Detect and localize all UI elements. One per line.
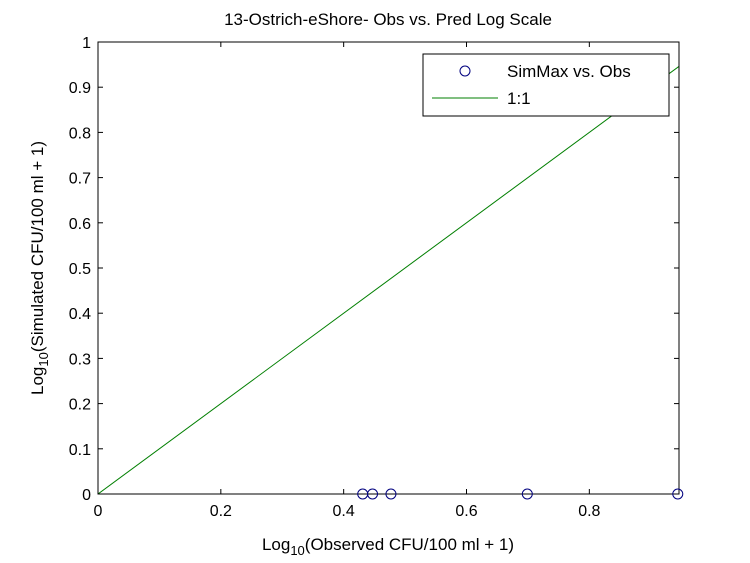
x-tick-label: 0.8 [578,503,600,520]
y-tick-label: 0.8 [69,125,91,142]
x-tick-label: 0.4 [333,503,355,520]
y-axis-label-prefix: Log [28,367,47,395]
x-tick-label: 0 [94,503,103,520]
x-axis-label: Log10(Observed CFU/100 ml + 1) [262,535,514,558]
data-point [367,488,379,500]
legend-box [422,53,670,117]
legend-label-1to1: 1:1 [507,89,531,108]
y-axis-label-subscript: 10 [36,352,51,366]
x-tick-label: 0.6 [455,503,477,520]
y-tick-label: 0 [82,487,91,504]
plot-frame [97,41,680,495]
y-tick-label: 0.6 [69,216,91,233]
y-tick-label: 1 [82,35,91,52]
series-layer [98,65,679,494]
legend: SimMax vs. Obs 1:1 [422,53,670,117]
legend-label-simmax: SimMax vs. Obs [507,62,631,81]
x-tick-label: 0.2 [210,503,232,520]
x-axis-label-subscript: 10 [290,543,304,558]
data-point [521,488,533,500]
y-tick-label: 0.7 [69,171,91,188]
y-tick-label: 0.9 [69,80,91,97]
y-axis-label-rest: (Simulated CFU/100 ml + 1) [28,141,47,352]
y-axis-label: Log10(Simulated CFU/100 ml + 1) [28,141,51,395]
legend-marker-simmax [459,65,471,77]
data-point [672,488,684,500]
x-axis-label-prefix: Log [262,535,290,554]
marker-layer [357,488,684,500]
y-tick-label: 0.4 [69,306,91,323]
y-tick-label: 0.5 [69,261,91,278]
x-axis-label-rest: (Observed CFU/100 ml + 1) [305,535,514,554]
data-point [385,488,397,500]
chart-title: 13-Ostrich-eShore- Obs vs. Pred Log Scal… [224,10,552,29]
y-tick-label: 0.2 [69,397,91,414]
y-tick-label: 0.3 [69,351,91,368]
plot-area [98,42,679,494]
ticks-layer: 0 0.2 0.4 0.6 0.8 0 0.1 0.2 0.3 0.4 0.5 0.6 0.7 0.8 0.… [69,35,679,520]
series-line-1to1 [98,65,679,494]
y-tick-label: 0.1 [69,442,91,459]
